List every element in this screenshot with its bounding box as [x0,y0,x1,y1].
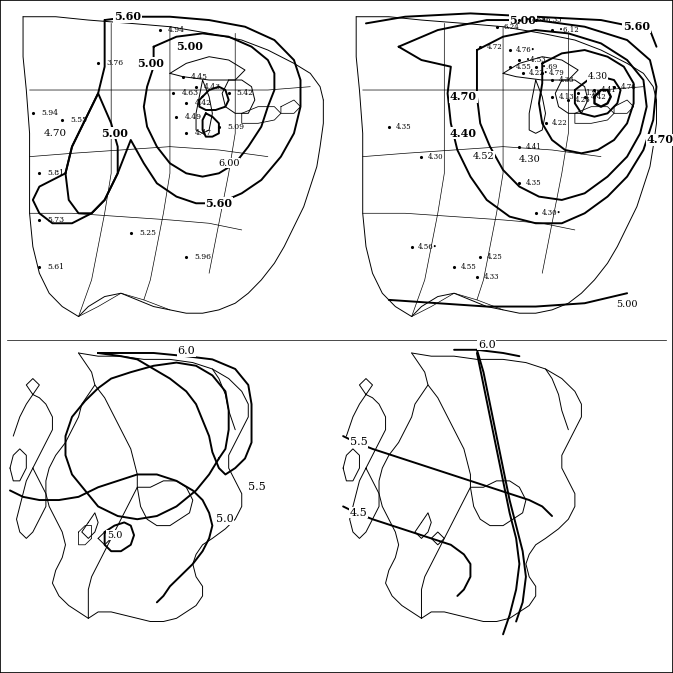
Text: 6.24: 6.24 [503,23,519,31]
Text: 4.41: 4.41 [601,86,616,94]
Text: 4.13: 4.13 [559,93,574,101]
Text: •4.53: •4.53 [526,56,546,64]
Text: 3.76: 3.76 [106,59,123,67]
Text: 5.61: 5.61 [48,262,65,271]
Text: 5.60: 5.60 [205,198,232,209]
Text: 4.30•: 4.30• [542,209,562,217]
Text: 5.96: 5.96 [194,252,211,260]
Text: 5.0: 5.0 [107,531,122,540]
Text: 4.33: 4.33 [559,76,574,84]
Text: 1955-56: 1955-56 [24,37,75,50]
Text: 4.70: 4.70 [450,91,477,102]
Text: 4.42: 4.42 [194,100,211,107]
Text: 5.81: 5.81 [48,170,65,177]
Text: 5.94: 5.94 [41,109,58,117]
Text: 5.00: 5.00 [101,128,128,139]
Text: 4.5: 4.5 [350,508,367,518]
Text: 4.79: 4.79 [548,69,565,77]
Text: 6.00: 6.00 [218,159,240,168]
Text: 4.30: 4.30 [428,153,444,161]
Text: 4.35: 4.35 [526,179,542,187]
Text: 5.73: 5.73 [48,216,65,224]
Text: 4.45: 4.45 [191,73,208,81]
Text: 4.63: 4.63 [181,90,199,98]
Text: 4.70: 4.70 [44,129,67,138]
Text: 5.00: 5.00 [509,15,536,26]
Text: 5.25: 5.25 [139,229,156,238]
Text: 4.35: 4.35 [395,122,411,131]
Text: 4.72: 4.72 [487,42,503,50]
Text: 4.42: 4.42 [591,93,607,101]
Text: 5.55: 5.55 [71,116,87,124]
Text: 5.00: 5.00 [176,41,203,52]
Text: •7.60: •7.60 [526,16,546,24]
Text: 4.22: 4.22 [552,119,568,127]
Text: 5.42: 5.42 [237,90,254,98]
Text: 4.94: 4.94 [168,26,185,34]
Text: 5.0: 5.0 [215,514,234,524]
Text: 4.56•: 4.56• [418,242,438,250]
Text: •6.12: •6.12 [559,26,578,34]
Text: 4.25: 4.25 [487,252,503,260]
Text: 1957: 1957 [24,371,55,384]
Text: 5.00: 5.00 [137,58,164,69]
Text: 4.43: 4.43 [204,83,221,91]
Text: 5.09: 5.09 [227,122,244,131]
Text: 4.30: 4.30 [518,155,540,164]
Text: 4.55: 4.55 [516,63,532,71]
Text: 5.5: 5.5 [248,483,266,492]
Text: Average pH of annual precipitation: Average pH of annual precipitation [24,17,234,30]
Text: 4.49: 4.49 [184,112,202,120]
Text: 4.70: 4.70 [647,135,673,145]
Text: 6.0: 6.0 [178,346,195,356]
Text: 4.47: 4.47 [194,129,211,137]
Text: 5.5: 5.5 [350,437,367,448]
Text: 4.30: 4.30 [588,72,608,81]
Text: •6.33: •6.33 [542,16,562,24]
Text: 4.26: 4.26 [575,96,591,104]
Text: 4.33: 4.33 [483,273,499,281]
Text: 1.95: 1.95 [585,90,600,98]
Text: 4.76: 4.76 [621,83,637,91]
Text: 4.76•: 4.76• [516,46,536,54]
Text: 5.00: 5.00 [616,300,638,309]
Text: 5.60: 5.60 [114,11,141,22]
Text: •.69: •.69 [542,63,557,71]
Text: 4.55: 4.55 [460,262,476,271]
Text: 1970: 1970 [347,371,378,384]
Text: 4.52: 4.52 [472,152,495,161]
Text: 4.22•: 4.22• [529,69,549,77]
Text: 1972-73: 1972-73 [347,37,398,50]
Text: 4.40: 4.40 [450,128,477,139]
Text: 5.60: 5.60 [623,22,650,32]
Text: 4.41: 4.41 [526,143,542,151]
Text: 6.0: 6.0 [478,340,495,350]
Text: Average pH from 12 monthly samples: Average pH from 12 monthly samples [24,350,249,363]
